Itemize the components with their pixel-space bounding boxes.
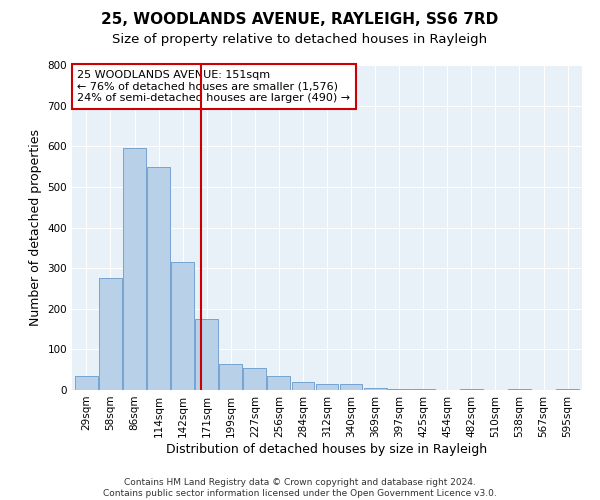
Bar [508, 389, 531, 390]
Bar [292, 382, 314, 390]
Bar [412, 389, 434, 390]
X-axis label: Distribution of detached houses by size in Rayleigh: Distribution of detached houses by size … [166, 442, 488, 456]
Bar [340, 384, 362, 390]
Text: Contains HM Land Registry data © Crown copyright and database right 2024.
Contai: Contains HM Land Registry data © Crown c… [103, 478, 497, 498]
Bar [99, 278, 122, 390]
Bar [556, 389, 579, 390]
Bar [220, 364, 242, 390]
Bar [460, 389, 483, 390]
Bar [171, 262, 194, 390]
Y-axis label: Number of detached properties: Number of detached properties [29, 129, 42, 326]
Text: 25 WOODLANDS AVENUE: 151sqm
← 76% of detached houses are smaller (1,576)
24% of : 25 WOODLANDS AVENUE: 151sqm ← 76% of det… [77, 70, 350, 103]
Text: Size of property relative to detached houses in Rayleigh: Size of property relative to detached ho… [112, 32, 488, 46]
Bar [364, 388, 386, 390]
Bar [123, 148, 146, 390]
Bar [388, 389, 410, 390]
Bar [75, 376, 98, 390]
Text: 25, WOODLANDS AVENUE, RAYLEIGH, SS6 7RD: 25, WOODLANDS AVENUE, RAYLEIGH, SS6 7RD [101, 12, 499, 28]
Bar [244, 368, 266, 390]
Bar [195, 319, 218, 390]
Bar [268, 376, 290, 390]
Bar [316, 384, 338, 390]
Bar [147, 166, 170, 390]
